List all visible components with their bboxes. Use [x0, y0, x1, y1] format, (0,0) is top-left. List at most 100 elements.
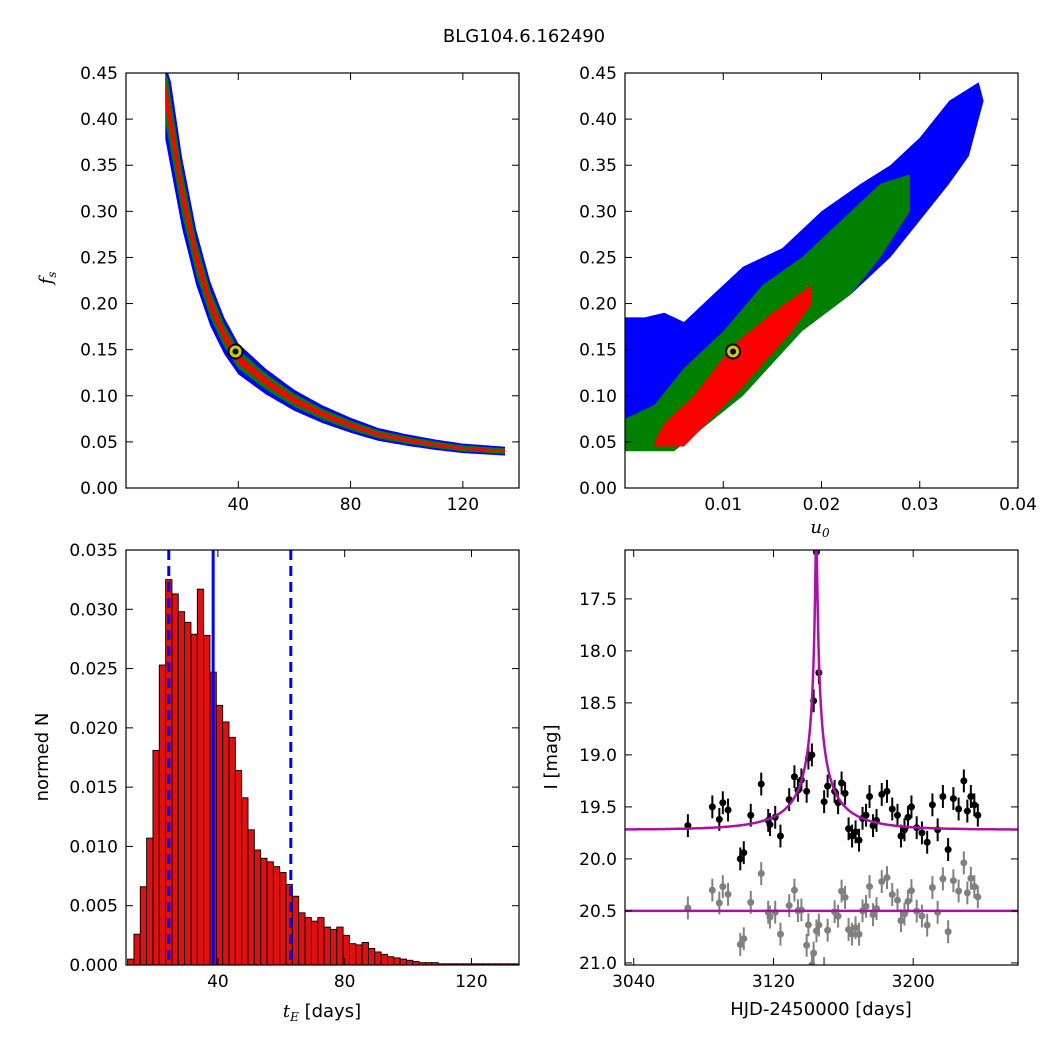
y-tick-label: 20.5 [579, 902, 617, 922]
confidence-region-2-sigma [625, 174, 910, 452]
residual-point [883, 874, 891, 882]
y-tick-label: 17.5 [579, 590, 617, 610]
y-tick-label: 0.00 [579, 479, 617, 499]
x-tick-label: 40 [207, 972, 229, 992]
histogram-bar [336, 926, 344, 966]
histogram-bar [342, 934, 350, 966]
residual-point [955, 887, 963, 895]
x-axis-label-suffix: [days] [299, 1001, 361, 1022]
histogram-bar [361, 942, 369, 966]
data-point [928, 801, 936, 809]
data-point [841, 789, 849, 797]
x-axis-label: HJD-2450000 [days] [730, 999, 912, 1020]
y-tick-label: 18.5 [579, 694, 617, 714]
data-point [736, 855, 744, 863]
residual-point [923, 921, 931, 929]
y-tick-label: 0.20 [579, 295, 617, 315]
residual-point [790, 886, 798, 894]
y-tick-label: 0.40 [80, 110, 118, 130]
y-tick-label: 0.005 [69, 897, 118, 917]
data-point [974, 811, 982, 819]
data-point [708, 803, 716, 811]
residual-point [757, 870, 765, 878]
axis-ticks: 40 80 120 0.00 0.05 0.10 0.15 0.20 0.25 0.30 0.35 0… [80, 64, 519, 515]
histogram-bar [234, 770, 243, 966]
y-tick-label: 0.40 [579, 110, 617, 130]
y-tick-label: 0.30 [579, 202, 617, 222]
residual-point [918, 912, 926, 920]
residual-point [974, 893, 982, 901]
residual-point [963, 889, 971, 897]
histogram-bar [348, 943, 357, 966]
histogram-bar [196, 588, 205, 966]
y-tick-label: 20.0 [579, 850, 617, 870]
panel-light-curve: 3040 3120 3200 17.5 18.0 18.5 19.0 19.5 20.0 20.5… [541, 549, 1019, 1020]
residual-point [878, 878, 886, 886]
axis-ticks: 0.01 0.02 0.03 0.04 0.00 0.05 0.10 0.15 0.20 0.25… [579, 64, 1037, 515]
residual-point [904, 897, 912, 905]
data-point [808, 751, 816, 759]
residual-point [766, 913, 774, 921]
x-tick-label: 0.04 [999, 495, 1037, 515]
data-point [766, 821, 774, 829]
data-point [715, 815, 723, 823]
histogram-bar [139, 886, 148, 966]
histogram-bar [399, 958, 407, 966]
histogram-bar [133, 933, 141, 966]
y-tick-label: 19.0 [579, 746, 617, 766]
histogram-bar [241, 797, 249, 966]
residual-point [708, 886, 716, 894]
data-point [866, 793, 874, 801]
y-tick-label: 0.10 [579, 387, 617, 407]
data-point [963, 807, 971, 815]
x-tick-label: 120 [447, 495, 479, 515]
x-axis-label-main: t [283, 1001, 291, 1022]
data-point [949, 795, 957, 803]
data-point [918, 829, 926, 837]
histogram-bar [215, 704, 224, 966]
residual-point [824, 926, 832, 934]
histogram-bar [368, 947, 376, 966]
x-tick-label: 80 [340, 495, 362, 515]
histogram-bar [323, 926, 331, 966]
residual-point [907, 887, 915, 895]
residual-point [724, 890, 732, 898]
axes-frame [125, 549, 520, 966]
x-tick-label: 120 [455, 972, 487, 992]
residual-point [960, 859, 968, 867]
histogram-bar [222, 721, 230, 966]
data-point [862, 811, 870, 819]
residual-point [888, 891, 896, 899]
histogram-bar [266, 861, 274, 966]
histogram-bar [279, 872, 287, 966]
histogram-bar [253, 849, 262, 966]
residual-point [893, 896, 901, 904]
y-tick-label: 0.035 [69, 541, 118, 561]
axis-ticks: 3040 3120 3200 17.5 18.0 18.5 19.0 19.5 20.0 20.5… [579, 550, 1018, 992]
residual-point [949, 877, 957, 885]
residual-point [740, 935, 748, 943]
data-point [790, 773, 798, 781]
data-point [967, 793, 975, 801]
residual-point [719, 883, 727, 891]
residual-point [776, 930, 784, 938]
y-tick-label: 0.20 [80, 295, 118, 315]
y-tick-label: 0.15 [579, 341, 617, 361]
data-point [740, 849, 748, 857]
y-tick-label: 0.35 [579, 156, 617, 176]
y-tick-label: 21.0 [579, 954, 617, 974]
residual-point [900, 910, 908, 918]
y-tick-label: 0.10 [80, 387, 118, 407]
data-point [883, 787, 891, 795]
y-axis-label: normed N [32, 713, 53, 802]
y-tick-label: 0.020 [69, 719, 118, 739]
x-tick-label: 40 [227, 495, 249, 515]
y-tick-label: 0.030 [69, 600, 118, 620]
x-tick-label: 80 [334, 972, 356, 992]
residual-point [821, 965, 828, 972]
histogram-bar [190, 633, 198, 966]
data-point [939, 793, 947, 801]
histogram-bar [304, 917, 312, 966]
y-axis-label: fs [36, 272, 59, 287]
histogram-bar [272, 866, 281, 966]
